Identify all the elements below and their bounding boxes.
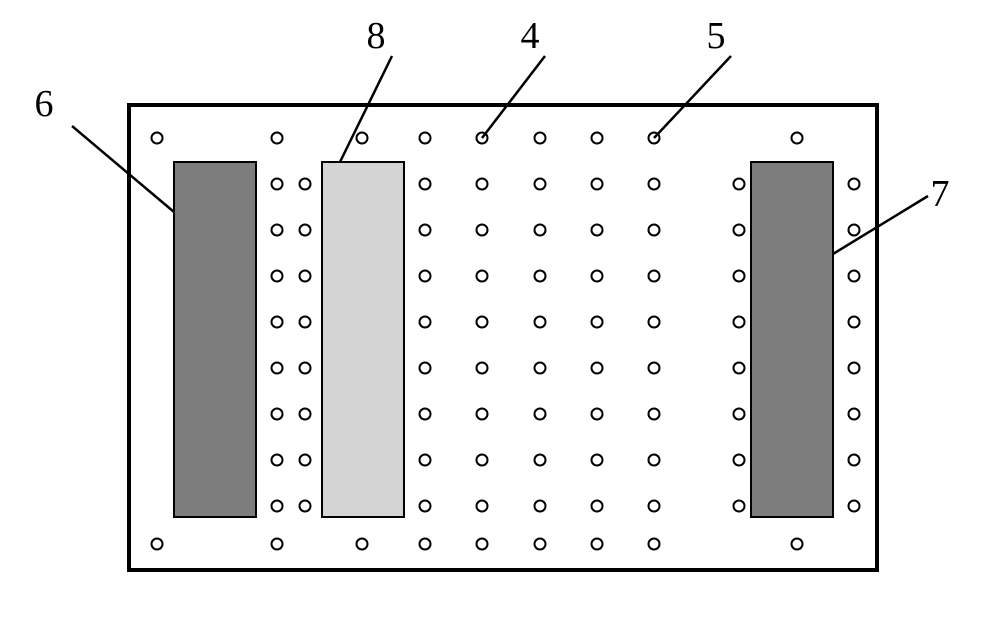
hole-icon — [420, 179, 431, 190]
hole-icon — [592, 409, 603, 420]
hole-icon — [272, 539, 283, 550]
hole-icon — [649, 317, 660, 328]
hole-icon — [734, 225, 745, 236]
hole-icon — [734, 501, 745, 512]
hole-icon — [272, 501, 283, 512]
hole-icon — [649, 539, 660, 550]
hole-icon — [849, 271, 860, 282]
hole-icon — [592, 539, 603, 550]
hole-icon — [535, 501, 546, 512]
hole-icon — [849, 455, 860, 466]
hole-icon — [649, 225, 660, 236]
hole-icon — [477, 179, 488, 190]
callout-label-5: 5 — [707, 15, 726, 57]
hole-icon — [357, 133, 368, 144]
hole-icon — [649, 271, 660, 282]
bar-7 — [751, 162, 833, 517]
hole-icon — [592, 271, 603, 282]
hole-icon — [420, 539, 431, 550]
hole-icon — [792, 539, 803, 550]
hole-icon — [592, 455, 603, 466]
hole-icon — [272, 317, 283, 328]
hole-icon — [535, 363, 546, 374]
hole-icon — [477, 409, 488, 420]
hole-icon — [592, 179, 603, 190]
hole-icon — [734, 179, 745, 190]
hole-icon — [477, 501, 488, 512]
callout-label-6: 6 — [35, 83, 54, 125]
hole-icon — [300, 363, 311, 374]
hole-icon — [300, 179, 311, 190]
hole-icon — [300, 409, 311, 420]
hole-icon — [592, 317, 603, 328]
hole-icon — [592, 501, 603, 512]
hole-icon — [649, 179, 660, 190]
hole-icon — [420, 317, 431, 328]
hole-icon — [535, 133, 546, 144]
hole-icon — [300, 501, 311, 512]
hole-icon — [272, 133, 283, 144]
hole-icon — [300, 225, 311, 236]
hole-icon — [734, 455, 745, 466]
hole-icon — [535, 225, 546, 236]
hole-icon — [649, 455, 660, 466]
hole-icon — [535, 271, 546, 282]
hole-icon — [272, 409, 283, 420]
callout-label-7: 7 — [931, 173, 950, 215]
hole-icon — [649, 501, 660, 512]
hole-icon — [592, 225, 603, 236]
hole-icon — [734, 409, 745, 420]
hole-icon — [420, 225, 431, 236]
hole-icon — [300, 317, 311, 328]
hole-icon — [272, 455, 283, 466]
hole-icon — [272, 225, 283, 236]
hole-icon — [849, 409, 860, 420]
hole-icon — [535, 317, 546, 328]
hole-icon — [792, 133, 803, 144]
hole-icon — [649, 363, 660, 374]
hole-icon — [420, 271, 431, 282]
callout-label-8: 8 — [367, 15, 386, 57]
hole-icon — [734, 271, 745, 282]
hole-icon — [420, 501, 431, 512]
hole-icon — [849, 225, 860, 236]
hole-icon — [477, 225, 488, 236]
hole-icon — [477, 539, 488, 550]
hole-icon — [477, 317, 488, 328]
hole-icon — [535, 539, 546, 550]
hole-icon — [357, 539, 368, 550]
hole-icon — [535, 409, 546, 420]
hole-icon — [477, 363, 488, 374]
hole-icon — [592, 363, 603, 374]
hole-icon — [272, 271, 283, 282]
hole-icon — [849, 179, 860, 190]
hole-icon — [535, 179, 546, 190]
hole-icon — [152, 539, 163, 550]
callout-label-4: 4 — [521, 15, 540, 57]
hole-icon — [592, 133, 603, 144]
hole-icon — [477, 271, 488, 282]
hole-icon — [477, 455, 488, 466]
hole-icon — [649, 409, 660, 420]
hole-icon — [420, 363, 431, 374]
hole-icon — [849, 317, 860, 328]
hole-icon — [849, 501, 860, 512]
hole-icon — [272, 179, 283, 190]
hole-icon — [420, 409, 431, 420]
diagram-canvas: 4 5 6 7 8 — [0, 0, 1000, 618]
hole-icon — [420, 133, 431, 144]
hole-icon — [272, 363, 283, 374]
hole-icon — [152, 133, 163, 144]
hole-icon — [300, 271, 311, 282]
hole-icon — [300, 455, 311, 466]
bar-8 — [322, 162, 404, 517]
hole-icon — [420, 455, 431, 466]
hole-icon — [535, 455, 546, 466]
hole-icon — [734, 317, 745, 328]
bar-6 — [174, 162, 256, 517]
hole-icon — [849, 363, 860, 374]
hole-icon — [734, 363, 745, 374]
